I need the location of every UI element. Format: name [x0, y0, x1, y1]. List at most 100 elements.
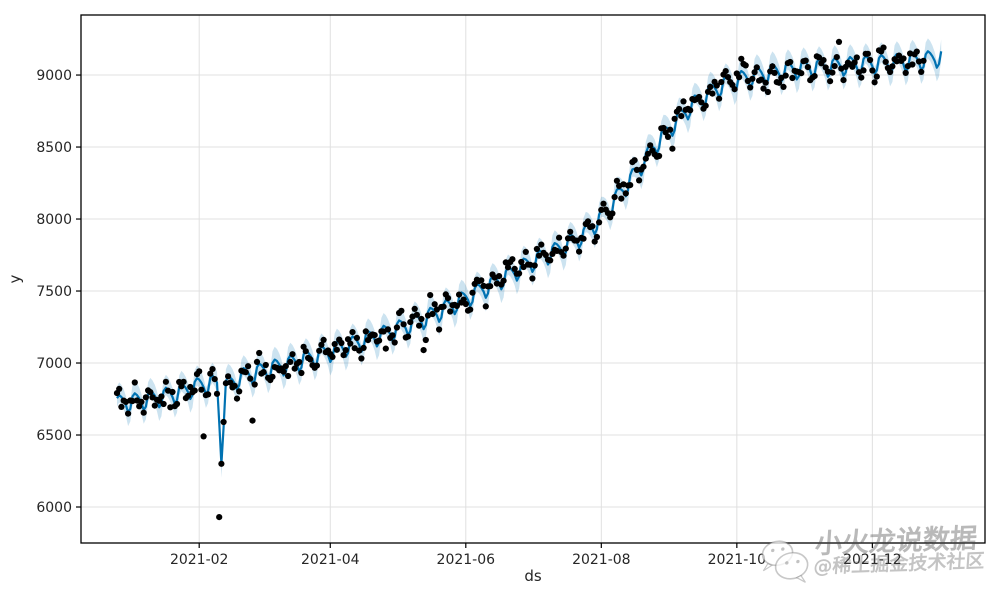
scatter-point [462, 300, 469, 308]
scatter-point [636, 177, 643, 184]
scatter-point [780, 83, 787, 90]
scatter-point [709, 90, 716, 97]
scatter-point [407, 319, 414, 326]
scatter-point [678, 113, 685, 120]
scatter-point [671, 115, 678, 122]
scatter-point [411, 305, 418, 312]
scatter-point [205, 391, 212, 398]
scatter-point [716, 95, 723, 102]
scatter-point [116, 385, 123, 392]
scatter-point [787, 58, 794, 66]
scatter-point [236, 388, 243, 395]
scatter-point [196, 368, 203, 375]
scatter-point [209, 366, 216, 373]
scatter-point [282, 363, 289, 370]
scatter-point [724, 74, 732, 81]
scatter-point [707, 83, 714, 91]
scatter-point [418, 315, 425, 323]
scatter-point [533, 245, 541, 253]
scatter-point [469, 289, 476, 296]
scatter-point [416, 322, 423, 329]
scatter-point [749, 75, 756, 82]
scatter-point [742, 62, 749, 69]
scatter-point [696, 93, 703, 101]
scatter-point [722, 68, 729, 75]
scatter-point [231, 382, 238, 389]
scatter-point [829, 69, 836, 76]
scatter-point [802, 57, 809, 64]
scatter-point [642, 155, 649, 162]
scatter-point [518, 258, 525, 266]
scatter-point [393, 324, 400, 331]
scatter-point [140, 409, 147, 416]
scatter-point [889, 63, 896, 70]
scatter-point [338, 339, 345, 347]
y-axis-label: y [6, 274, 24, 283]
scatter-point [216, 514, 223, 521]
scatter-point [347, 340, 354, 347]
scatter-point [436, 326, 443, 333]
scatter-point [233, 395, 241, 402]
scatter-point [456, 291, 463, 298]
y-tick-label: 7500 [36, 284, 72, 300]
scatter-point [185, 392, 192, 399]
scatter-point [880, 44, 887, 51]
scatter-point [782, 72, 789, 79]
scatter-point [422, 336, 429, 344]
scatter-point [296, 358, 303, 366]
scatter-point [211, 376, 218, 383]
tick-marks [76, 74, 873, 548]
scatter-point [467, 306, 474, 313]
scatter-point [340, 352, 347, 359]
scatter-point [262, 361, 269, 369]
scatter-point [360, 344, 367, 351]
scatter-point [253, 358, 261, 365]
scatter-point [600, 200, 607, 207]
y-tick-label: 9000 [36, 68, 72, 84]
scatter-point [753, 64, 760, 71]
scatter-point [676, 105, 683, 113]
scatter-point [913, 48, 920, 55]
scatter-point [147, 389, 154, 396]
scatter-point [529, 275, 536, 282]
scatter-point [576, 248, 583, 255]
scatter-point [589, 223, 596, 230]
scatter-point [285, 372, 292, 380]
scatter-point [389, 332, 396, 339]
scatter-point [260, 369, 267, 376]
scatter-point [840, 77, 847, 84]
scatter-point [207, 370, 214, 377]
y-tick-label: 6500 [36, 428, 72, 444]
scatter-point [718, 79, 725, 86]
scatter-point [522, 248, 529, 255]
scatter-point [384, 326, 392, 333]
scatter-point [487, 283, 494, 290]
scatter-point [864, 50, 872, 57]
scatter-point [804, 64, 812, 71]
scatter-point [747, 84, 754, 91]
scatter-point [591, 238, 598, 245]
y-tick-label: 8000 [36, 212, 72, 228]
scatter-point [764, 88, 772, 96]
scatter-point [269, 373, 276, 380]
scatter-point [858, 74, 865, 81]
scatter-point [287, 358, 294, 365]
scatter-point [762, 79, 769, 86]
scatter-point [680, 98, 687, 105]
scatter-point [349, 329, 356, 336]
scatter-point [887, 68, 894, 76]
scatter-point [598, 206, 605, 213]
scatter-point [511, 265, 518, 272]
x-tick-label: 2021-12 [843, 552, 902, 568]
scatter-point [631, 157, 638, 164]
scatter-point [613, 177, 621, 184]
scatter-point [191, 387, 198, 394]
scatter-point [504, 264, 512, 271]
scatter-point [827, 78, 834, 85]
scatter-point [427, 292, 434, 299]
scatter-point [902, 69, 909, 76]
scatter-point [769, 63, 776, 70]
x-tick-label: 2021-10 [708, 552, 767, 568]
